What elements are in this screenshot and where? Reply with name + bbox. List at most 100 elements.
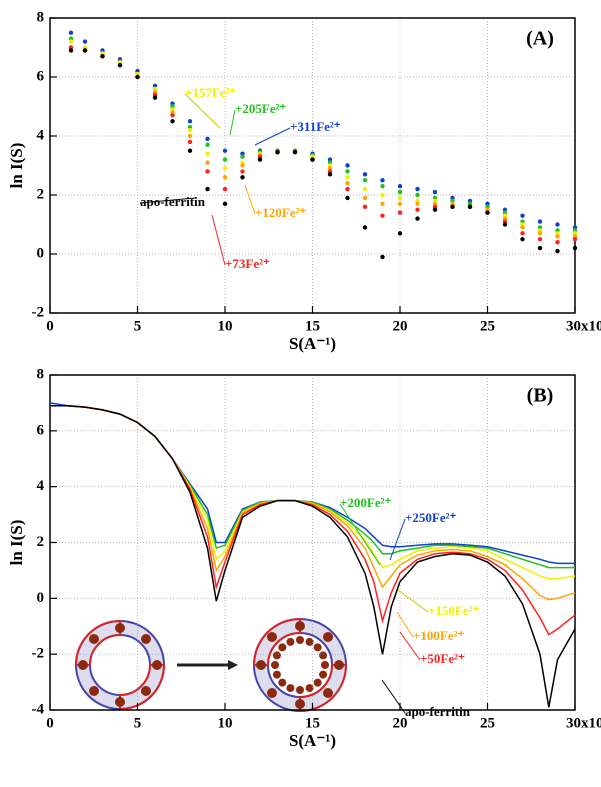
series-label: apo-ferritin: [140, 194, 206, 209]
x-tick-label: 15: [305, 715, 320, 731]
data-point: [68, 48, 74, 53]
plot-frame: [49, 374, 576, 711]
ring-apo: [74, 619, 166, 711]
x-axis-label: S(A⁻¹): [289, 731, 336, 750]
data-point: [170, 119, 175, 124]
x-tick-label: 15: [305, 318, 320, 334]
data-point: [222, 157, 228, 162]
data-point: [345, 181, 350, 186]
data-point: [362, 186, 368, 192]
x-tick-label: 5: [134, 318, 142, 334]
data-point: [68, 30, 74, 35]
iron-dot: [321, 661, 329, 669]
y-tick-label: -2: [32, 646, 45, 662]
data-point: [310, 157, 315, 162]
data-point: [222, 166, 228, 171]
data-point: [572, 245, 578, 251]
data-point: [100, 54, 105, 59]
data-point: [170, 113, 175, 118]
x-tick-label: 20: [393, 715, 408, 731]
data-point: [415, 192, 420, 198]
data-point: [345, 163, 350, 168]
iron-dot: [313, 643, 322, 652]
data-point: [205, 160, 210, 165]
data-point: [555, 234, 560, 239]
data-point: [397, 201, 403, 207]
data-point: [187, 139, 193, 145]
series-label: +50Fe²⁺: [420, 651, 465, 666]
annotation-arrow: [229, 109, 236, 136]
data-point: [380, 183, 385, 189]
data-point: [537, 237, 543, 242]
y-tick-label: 0: [37, 590, 45, 606]
annotation-arrow: [397, 589, 429, 613]
data-point: [240, 163, 245, 168]
data-point: [240, 175, 245, 180]
data-point: [152, 95, 158, 100]
data-point: [397, 183, 403, 189]
iron-dot: [278, 643, 287, 652]
x-tick-label: 20: [393, 318, 408, 334]
data-point: [222, 201, 228, 207]
data-point: [187, 119, 193, 124]
y-tick-label: 8: [37, 366, 45, 382]
plot-frame: [49, 17, 576, 314]
y-tick-label: 0: [37, 245, 45, 261]
panel-title: (B): [527, 385, 554, 407]
iron-dot: [296, 636, 304, 644]
x-axis-label: S(A⁻¹): [289, 334, 336, 353]
x-tick-label: 0: [46, 715, 54, 731]
data-point: [135, 74, 140, 80]
data-point: [240, 154, 245, 159]
y-tick-label: 4: [37, 478, 45, 494]
y-axis-label: ln I(S): [7, 520, 26, 566]
annotation-arrow: [381, 679, 406, 714]
data-point: [345, 186, 350, 192]
iron-dot: [305, 637, 314, 646]
data-point: [572, 237, 578, 242]
y-tick-label: -2: [32, 304, 45, 320]
data-point: [485, 210, 490, 215]
x-tick-label: 30x10⁻³: [566, 318, 601, 334]
data-point: [520, 231, 525, 236]
y-tick-label: 2: [37, 186, 45, 202]
annotation-arrow: [254, 127, 291, 146]
series-label: +311Fe²⁺: [290, 119, 341, 134]
data-point: [205, 136, 210, 142]
data-point: [415, 201, 420, 207]
data-point: [555, 240, 560, 245]
data-point: [362, 172, 368, 177]
data-point: [537, 219, 543, 224]
series-label: +120Fe²⁺: [255, 205, 307, 220]
y-tick-label: 2: [37, 534, 45, 550]
series-label: +200Fe²⁺: [340, 495, 392, 510]
data-point: [467, 204, 473, 209]
data-point: [380, 192, 385, 198]
series-label: +205Fe²⁺: [235, 101, 287, 116]
data-point: [222, 148, 228, 153]
data-point: [432, 189, 438, 195]
annotation-arrow: [339, 503, 381, 566]
data-point: [380, 213, 385, 218]
inset-diagram: [74, 617, 348, 713]
data-point: [292, 150, 298, 155]
data-point: [82, 48, 88, 53]
iron-dot: [305, 684, 314, 693]
iron-dot: [272, 651, 281, 660]
data-point: [520, 237, 525, 242]
data-point: [345, 195, 350, 201]
data-point: [537, 245, 543, 251]
data-point: [187, 133, 193, 139]
annotation-arrow: [139, 197, 196, 204]
data-point: [362, 225, 368, 230]
data-point: [345, 175, 350, 180]
data-point: [520, 213, 525, 218]
annotation-arrow: [396, 611, 414, 638]
data-point: [187, 127, 193, 133]
data-point: [397, 195, 403, 201]
data-point: [415, 216, 420, 221]
data-point: [222, 175, 228, 180]
iron-dot: [319, 670, 328, 679]
data-point: [117, 62, 123, 68]
data-point: [502, 222, 508, 227]
